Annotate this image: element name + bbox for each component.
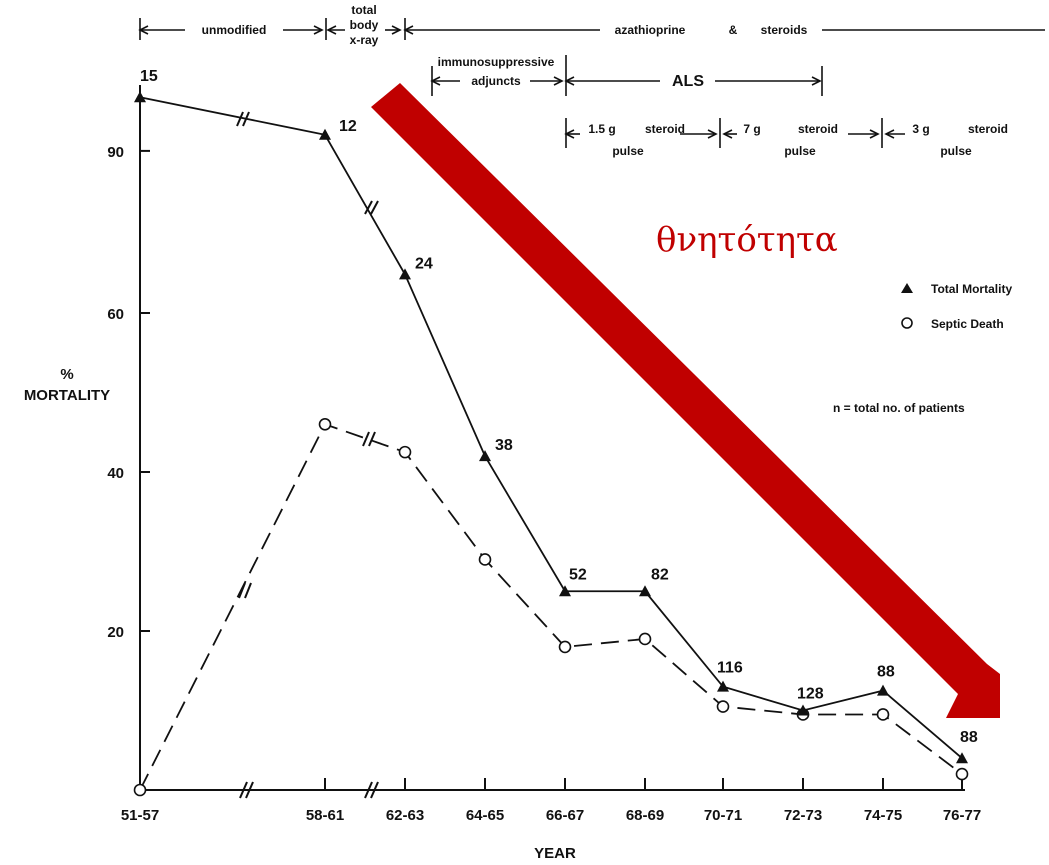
septic-death-point [398,445,412,459]
n-label: 88 [877,664,895,681]
y-tick-label: 60 [107,306,124,323]
n-label: 12 [339,118,357,135]
n-label: 88 [960,729,978,746]
total-mortality-point [956,752,968,764]
era-pulse1-pulse: pulse [612,144,644,158]
n-label: 38 [495,437,513,454]
era-pulse2-pulse: pulse [784,144,816,158]
series-total-mortality-line [139,96,963,759]
n-label: 15 [140,68,158,85]
y-tick-label: 20 [107,624,124,641]
x-tick-label: 70-71 [704,807,742,824]
red-arrow-icon [371,83,1000,718]
legend: Total Mortality Septic Death n = total n… [833,282,1012,415]
total-mortality-point [399,268,411,280]
era-pulse2-steroid: steroid [798,122,838,136]
era-als: ALS [672,73,704,90]
y-ticks: 20 40 60 90 [107,144,150,641]
era-immunosuppressive: immunosuppressive [438,55,555,69]
era-row-1 [138,18,1045,40]
x-tick-label: 62-63 [386,807,424,824]
x-tick-label: 68-69 [626,807,664,824]
y-axis-title-line1: % [60,366,73,383]
y-tick-label: 40 [107,465,124,482]
era-pulse3-dose: 3 g [912,122,929,136]
era-azathioprine: azathioprine [615,23,686,37]
n-label: 24 [415,255,433,272]
septic-death-point [478,553,492,566]
era-pulse1-dose: 1.5 g [588,122,615,136]
x-tick-label: 51-57 [121,807,159,824]
x-tick-label: 74-75 [864,807,902,824]
era-ampersand: & [729,23,738,37]
n-label: 52 [569,566,587,583]
x-axis-title: YEAR [534,845,576,862]
legend-total-mortality: Total Mortality [931,282,1012,296]
septic-death-point [716,700,730,713]
series-septic-death-line [139,423,963,791]
septic-death-point [558,640,572,654]
era-steroids: steroids [761,23,808,37]
n-label: 128 [797,686,824,703]
n-label: 82 [651,566,669,583]
era-body: body [350,18,379,32]
era-adjuncts: adjuncts [471,74,521,88]
septic-death-point [638,632,652,646]
total-mortality-point [639,585,651,597]
legend-note: n = total no. of patients [833,401,965,415]
total-mortality-point [717,680,729,692]
era-total: total [351,3,376,17]
x-tick-label: 58-61 [306,807,344,824]
era-pulse3-pulse: pulse [940,144,972,158]
total-mortality-point [319,128,331,140]
x-ticks: 51-57 58-61 62-63 64-65 66-67 68-69 70-71 72-73… [121,778,981,824]
y-tick-label: 90 [107,144,124,161]
era-pulse2-dose: 7 g [743,122,760,136]
axis-break-marks [236,111,379,799]
era-row-2 [430,55,823,96]
septic-death-point [955,767,969,781]
total-mortality-point [479,450,491,462]
septic-death-point [133,783,147,797]
total-mortality-point [877,684,889,696]
n-label: 116 [717,660,743,677]
legend-circle-icon [901,317,913,329]
x-tick-label: 64-65 [466,807,504,824]
era-xray: x-ray [350,33,379,47]
x-tick-label: 66-67 [546,807,584,824]
total-mortality-point [559,585,571,597]
legend-septic-death: Septic Death [931,317,1004,331]
y-axis-title-line2: MORTALITY [24,387,110,404]
series-layer: 15 12 24 38 52 82 116 128 88 88 [133,68,978,797]
total-mortality-point [797,704,809,716]
x-tick-label: 76-77 [943,807,981,824]
era-unmodified: unmodified [202,23,267,37]
septic-death-point [318,417,332,431]
era-pulse3-steroid: steroid [968,122,1008,136]
legend-triangle-icon [901,283,913,293]
era-pulse1-steroid: steroid [645,122,685,136]
x-tick-label: 72-73 [784,807,822,824]
era-row-3 [564,118,905,148]
total-mortality-point [134,91,146,103]
septic-death-point [876,708,890,721]
annotation-text: θνητότητα [656,220,838,260]
